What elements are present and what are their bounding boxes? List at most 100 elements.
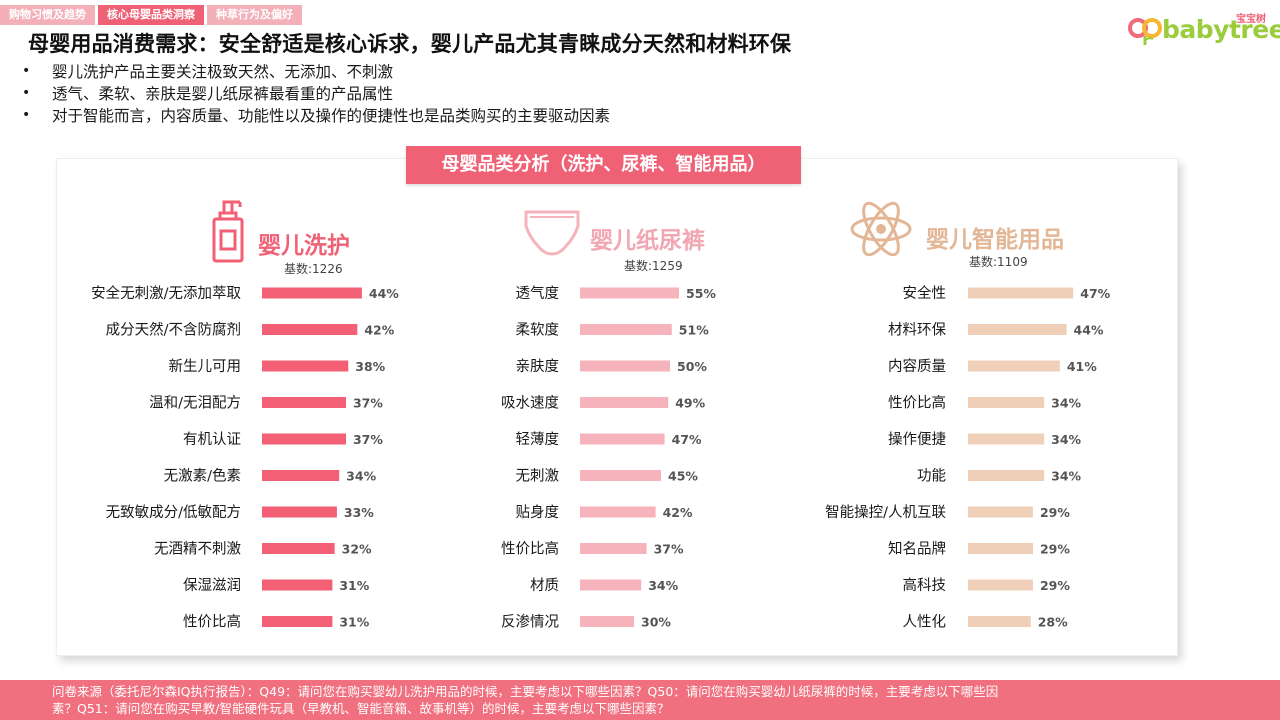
bullet-text: 对于智能而言，内容质量、功能性以及操作的便捷性也是品类购买的主要驱动因素 (52, 107, 611, 125)
care-category-label: 有机认证 (183, 431, 241, 448)
diaper-value-label: 50% (677, 359, 707, 374)
logo-mark-icon (1128, 18, 1162, 45)
diaper-category-label: 亲肤度 (516, 358, 560, 375)
diaper-category-label: 无刺激 (516, 468, 560, 485)
babytree-logo: babytree 宝宝树 (1122, 6, 1280, 48)
diaper-value-label: 42% (663, 505, 693, 520)
diaper-category-label: 轻薄度 (516, 431, 560, 448)
diaper-bar (580, 506, 656, 518)
care-bar (262, 360, 349, 372)
diaper-category-label: 贴身度 (516, 504, 560, 521)
smart-category-label: 操作便捷 (888, 431, 946, 448)
care-value-label: 31% (339, 615, 369, 630)
diaper-category-label: 性价比高 (501, 541, 559, 558)
section-tabs: 购物习惯及趋势 核心母婴品类洞察 种草行为及偏好 (0, 5, 305, 25)
atom-icon (850, 201, 912, 257)
care-category-label: 保湿滋润 (183, 577, 241, 594)
smart-value-label: 34% (1051, 432, 1081, 447)
diaper-base-label: 基数:1259 (624, 259, 683, 273)
care-base-label: 基数:1226 (284, 262, 343, 276)
smart-bar (968, 506, 1033, 518)
diaper-bar (580, 287, 679, 299)
smart-category-label: 性价比高 (888, 395, 946, 412)
diaper-value-label: 49% (675, 396, 705, 411)
smart-value-label: 34% (1051, 396, 1081, 411)
diaper-category-label: 柔软度 (516, 322, 560, 339)
diaper-title: 婴儿纸尿裤 (590, 228, 705, 254)
diaper-value-label: 45% (668, 469, 698, 484)
diaper-bar (580, 543, 647, 554)
logo-cn-text: 宝宝树 (1236, 14, 1266, 25)
smart-value-label: 34% (1051, 469, 1081, 484)
smart-bar (968, 579, 1033, 591)
bullet-text: 透气、柔软、亲肤是婴儿纸尿裤最看重的产品属性 (52, 85, 394, 103)
diaper-category-label: 材质 (530, 577, 559, 594)
smart-category-label: 材料环保 (888, 322, 946, 339)
diaper-category-label: 透气度 (516, 285, 560, 302)
care-category-label: 性价比高 (183, 614, 241, 631)
bullet-list: • 婴儿洗护产品主要关注极致天然、无添加、不刺激 • 透气、柔软、亲肤是婴儿纸尿裤最… (20, 60, 610, 126)
care-category-label: 成分天然/不含防腐剂 (106, 321, 241, 339)
bullet-dot: • (22, 85, 31, 101)
care-category-label: 温和/无泪配方 (149, 395, 241, 412)
bullet-item: • 对于智能而言，内容质量、功能性以及操作的便捷性也是品类购买的主要驱动因素 (20, 104, 610, 126)
diaper-value-label: 34% (648, 578, 678, 593)
smart-category-label: 人性化 (903, 614, 947, 631)
diaper-bar (580, 360, 670, 372)
smart-value-label: 29% (1040, 578, 1070, 593)
diaper-icon (524, 210, 580, 256)
smart-bar (968, 397, 1045, 408)
diaper-bar (580, 397, 669, 408)
care-value-label: 37% (353, 396, 383, 411)
care-value-label: 44% (369, 286, 399, 301)
diaper-category-label: 吸水速度 (501, 395, 559, 412)
diaper-value-label: 47% (672, 432, 702, 447)
panel-title: 母婴品类分析（洗护、尿裤、智能用品） (406, 146, 801, 184)
diaper-value-label: 37% (654, 542, 684, 557)
care-bar (262, 506, 337, 518)
care-bar (262, 397, 346, 408)
tab-seeding-behavior[interactable]: 种草行为及偏好 (207, 5, 302, 25)
lotion-bottle-icon (212, 200, 244, 263)
smart-bar (968, 287, 1074, 299)
diaper-bar (580, 324, 672, 335)
smart-category-label: 功能 (917, 468, 946, 485)
care-bar (262, 324, 358, 335)
care-bar (262, 287, 362, 299)
smart-bar (968, 543, 1033, 554)
care-value-label: 38% (355, 359, 385, 374)
smart-category-label: 安全性 (903, 284, 947, 302)
diaper-bar (580, 579, 642, 591)
care-category-label: 新生儿可用 (169, 358, 242, 375)
diaper-value-label: 55% (686, 286, 716, 301)
tab-shopping-habits[interactable]: 购物习惯及趋势 (0, 5, 95, 25)
smart-bar (968, 433, 1045, 445)
footer-source-note: 问卷来源（委托尼尔森IQ执行报告）：Q49：请问您在购买婴幼儿洗护用品的时候，主… (52, 684, 999, 716)
care-category-label: 无致敏成分/低敏配方 (106, 504, 241, 521)
footer-bar: 问卷来源（委托尼尔森IQ执行报告）：Q49：请问您在购买婴幼儿洗护用品的时候，主… (0, 680, 1280, 720)
bullet-item: • 透气、柔软、亲肤是婴儿纸尿裤最看重的产品属性 (20, 82, 610, 104)
diaper-value-label: 51% (679, 323, 709, 338)
smart-category-label: 内容质量 (888, 358, 946, 375)
bullet-dot: • (22, 107, 31, 123)
smart-category-label: 知名品牌 (888, 541, 946, 558)
care-category-label: 安全无刺激/无添加萃取 (91, 284, 241, 302)
care-value-label: 37% (353, 432, 383, 447)
smart-value-label: 28% (1038, 615, 1068, 630)
smart-value-label: 29% (1040, 505, 1070, 520)
smart-category-label: 高科技 (903, 577, 947, 594)
smart-value-label: 44% (1074, 323, 1104, 338)
smart-value-label: 41% (1067, 359, 1097, 374)
tab-core-category-insight[interactable]: 核心母婴品类洞察 (98, 5, 204, 25)
diaper-bar (580, 433, 665, 445)
smart-base-label: 基数:1109 (969, 255, 1028, 269)
page-title: 母婴用品消费需求：安全舒适是核心诉求，婴儿产品尤其青睐成分天然和材料环保 (28, 32, 792, 56)
smart-value-label: 47% (1080, 286, 1110, 301)
care-bar (262, 543, 335, 554)
care-category-label: 无酒精不刺激 (154, 541, 241, 558)
care-bar (262, 433, 346, 445)
care-title: 婴儿洗护 (258, 233, 350, 259)
diaper-value-label: 30% (641, 615, 671, 630)
logo-text: babytree (1162, 15, 1280, 44)
